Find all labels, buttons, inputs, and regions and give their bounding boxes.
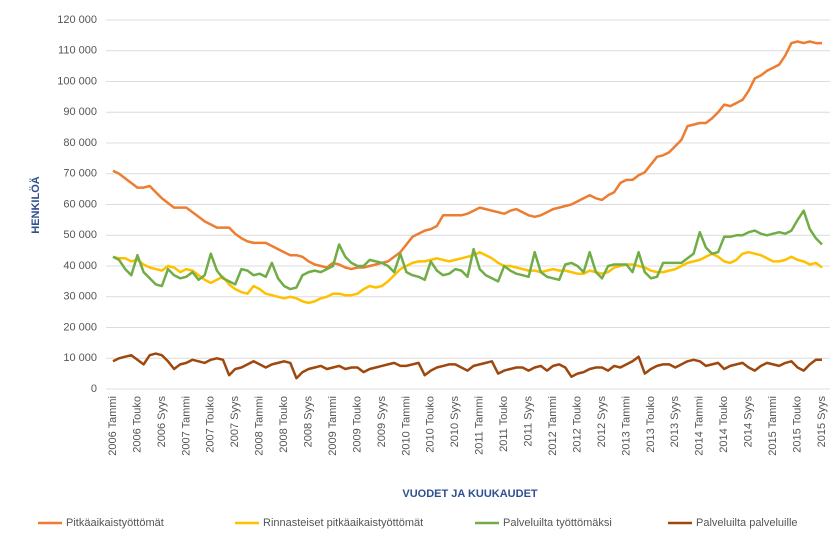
y-tick-label: 40 000 [63,260,97,272]
x-tick-label: 2013 Tammi [620,396,632,456]
x-tick-label: 2011 Touko [498,396,510,452]
y-tick-label: 80 000 [63,137,97,149]
x-tick-label: 2012 Touko [571,396,583,453]
x-tick-label: 2007 Touko [205,396,217,453]
y-tick-label: 110 000 [58,45,97,57]
x-tick-label: 2012 Tammi [547,396,559,456]
x-tick-label: 2009 Syys [376,396,388,448]
x-tick-label: 2010 Tammi [400,396,412,456]
y-tick-label: 0 [91,383,97,395]
x-tick-label: 2008 Touko [278,396,290,453]
x-tick-label: 2006 Tammi [107,396,119,456]
legend-label: Palveluilta työttömäksi [503,517,612,529]
x-axis-title: VUODET JA KUUKAUDET [402,488,538,500]
x-tick-label: 2014 Tammi [694,396,706,456]
x-tick-label: 2014 Touko [718,396,730,453]
y-tick-label: 10 000 [63,352,97,364]
y-tick-label: 120 000 [57,14,97,26]
x-tick-label: 2009 Touko [351,396,363,453]
series-line [112,209,823,291]
x-tick-label: 2011 Syys [523,396,535,447]
y-tick-label: 60 000 [63,198,97,210]
y-tick-label: 50 000 [63,229,97,241]
x-tick-label: 2015 Syys [816,396,828,448]
series-line [112,352,822,380]
x-tick-label: 2010 Touko [425,396,437,453]
legend-label: Palveluilta palveluille [696,517,798,529]
x-tick-label: 2006 Syys [156,396,168,448]
x-tick-label: 2007 Tammi [180,396,192,456]
y-tick-label: 90 000 [63,106,97,118]
y-axis-title: HENKILÖÄ [29,176,42,234]
series-line [112,40,822,271]
y-tick-label: 70 000 [63,168,97,180]
x-tick-label: 2015 Tammi [767,396,779,456]
series-line [112,250,823,305]
x-tick-label: 2015 Touko [791,396,803,453]
y-tick-label: 20 000 [63,321,97,333]
x-tick-label: 2013 Touko [645,396,657,453]
x-tick-label: 2007 Syys [229,396,241,448]
x-tick-label: 2010 Syys [449,396,461,448]
x-tick-label: 2012 Syys [596,396,608,448]
x-tick-label: 2006 Touko [131,396,143,453]
x-tick-label: 2011 Tammi [474,396,486,455]
y-tick-label: 30 000 [63,291,97,303]
x-tick-label: 2008 Tammi [254,396,266,456]
legend-label: Rinnasteiset pitkäaikaistyöttömät [263,517,423,529]
x-tick-label: 2013 Syys [669,396,681,448]
x-tick-label: 2014 Syys [743,396,755,448]
y-tick-label: 100 000 [57,75,97,87]
x-tick-label: 2008 Syys [302,396,314,448]
legend-label: Pitkäaikaistyöttömät [66,517,164,529]
x-tick-label: 2009 Tammi [327,396,339,456]
